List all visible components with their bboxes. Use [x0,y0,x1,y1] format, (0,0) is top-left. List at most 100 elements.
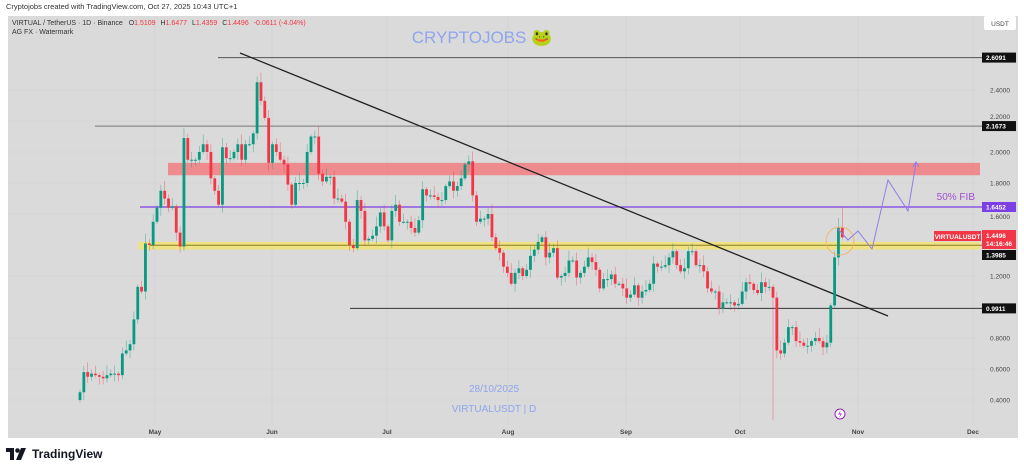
time-axis[interactable]: May Jun Jul Aug Sep Oct Nov Dec [149,429,980,436]
candle[interactable] [463,162,467,181]
candle[interactable] [525,263,528,279]
candle[interactable] [617,281,621,287]
candle[interactable] [640,285,644,304]
candle[interactable] [521,265,525,281]
candle[interactable] [810,338,813,352]
candle[interactable] [771,284,775,421]
candle[interactable] [78,389,82,403]
candle[interactable] [371,229,374,242]
candle[interactable] [667,253,671,274]
candle[interactable] [205,140,209,160]
candle[interactable] [817,328,821,344]
candle[interactable] [363,202,367,247]
candle[interactable] [594,254,598,276]
candle[interactable] [671,243,675,264]
candle[interactable] [721,292,725,313]
candle[interactable] [402,213,405,225]
candle[interactable] [351,238,355,253]
projection-path[interactable] [837,162,917,251]
candle[interactable] [278,142,282,163]
candle[interactable] [621,277,625,297]
candle[interactable] [710,280,713,294]
candle[interactable] [609,270,613,286]
candle[interactable] [255,76,259,140]
candle[interactable] [652,255,656,292]
candle[interactable] [90,369,93,381]
candle[interactable] [656,261,659,273]
candle[interactable] [140,280,143,294]
candle[interactable] [683,258,686,280]
candle[interactable] [513,268,517,292]
candle[interactable] [636,282,640,306]
candle[interactable] [232,149,236,161]
candle[interactable] [294,176,297,208]
candle[interactable] [386,224,390,243]
candle[interactable] [602,273,605,291]
candle[interactable] [694,248,698,268]
candle[interactable] [802,338,806,349]
candle[interactable] [813,331,817,346]
candle[interactable] [740,281,744,307]
candle[interactable] [659,260,663,271]
candle[interactable] [359,195,363,219]
candle[interactable] [213,176,217,195]
candle[interactable] [317,126,321,180]
candle[interactable] [82,366,86,401]
candle[interactable] [282,155,286,173]
candle[interactable] [502,250,505,273]
candle[interactable] [248,136,251,147]
resistance-zone[interactable] [168,162,980,176]
candle[interactable] [348,219,351,252]
candle[interactable] [613,266,617,288]
candle[interactable] [244,140,247,164]
candle[interactable] [767,278,771,292]
tradingview-logo[interactable]: TradingView [6,447,102,461]
indicator-label[interactable]: AG FX · Watermark [12,29,74,36]
candle[interactable] [582,260,586,278]
candle[interactable] [186,133,190,163]
candle[interactable] [428,189,432,200]
candle[interactable] [548,242,552,264]
candle[interactable] [86,362,90,383]
candle[interactable] [197,145,201,164]
candle[interactable] [790,324,794,336]
candle[interactable] [309,134,313,155]
candle[interactable] [251,131,255,153]
candle[interactable] [136,284,140,324]
candle[interactable] [556,240,559,280]
candle[interactable] [171,198,174,211]
candle[interactable] [744,278,748,300]
candle[interactable] [440,192,444,207]
candle[interactable] [263,96,267,121]
candle[interactable] [579,270,582,284]
candle[interactable] [452,171,455,199]
candle[interactable] [298,173,301,191]
candle[interactable] [702,255,706,278]
candle[interactable] [305,144,309,188]
candle[interactable] [679,259,682,274]
candle[interactable] [509,263,513,287]
candle[interactable] [536,233,540,254]
candle[interactable] [598,267,602,293]
candle[interactable] [267,109,271,171]
candle[interactable] [629,290,632,302]
candle[interactable] [432,185,436,200]
candle[interactable] [105,365,109,383]
candle[interactable] [328,174,332,185]
candle[interactable] [182,128,186,251]
candle[interactable] [775,291,779,359]
candle[interactable] [151,213,155,250]
candle[interactable] [313,130,317,145]
candle[interactable] [236,138,240,160]
candle[interactable] [829,303,833,347]
candle[interactable] [606,269,609,288]
candle[interactable] [413,218,417,237]
candle[interactable] [444,183,448,205]
candle[interactable] [686,247,690,275]
candle[interactable] [779,340,783,360]
candle[interactable] [787,319,790,345]
candle[interactable] [271,141,274,169]
candle[interactable] [217,184,220,208]
lightning-icon[interactable] [834,408,846,420]
candle[interactable] [806,337,810,354]
